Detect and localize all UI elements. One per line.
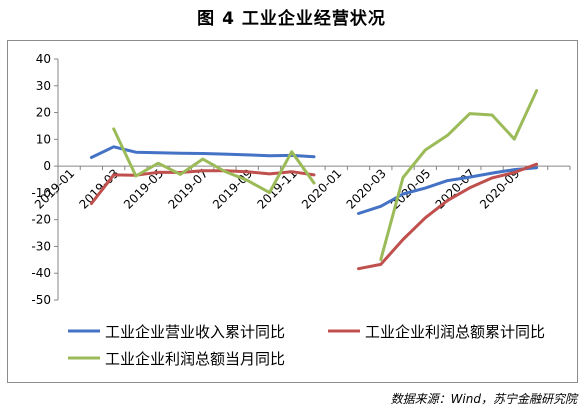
y-tick-label: -20 xyxy=(31,213,51,227)
series-line-3 xyxy=(112,127,316,195)
series-layer xyxy=(89,89,539,271)
y-tick-label: 20 xyxy=(36,106,51,120)
y-tick-label: 40 xyxy=(36,52,51,66)
y-tick-label: 0 xyxy=(43,159,51,173)
y-tick-label: 30 xyxy=(36,79,51,93)
legend-label-1: 工业企业营业收入累计同比 xyxy=(105,323,285,341)
y-tick-label: -30 xyxy=(31,239,51,253)
series-line-1 xyxy=(89,145,316,159)
data-source-note: 数据来源：Wind，苏宁金融研究院 xyxy=(390,392,577,406)
y-tick-label: -50 xyxy=(31,293,51,307)
series-line-3 xyxy=(379,89,539,262)
series-line-2 xyxy=(357,162,539,271)
x-tick-label: 2019-03 xyxy=(76,166,121,211)
series-line-2 xyxy=(89,169,316,206)
legend-label-2: 工业企业利润总额累计同比 xyxy=(365,323,545,341)
chart-frame: 40 30 20 10 0 -10 -20 -30 -40 -50 2019-01 2019-03 20… xyxy=(7,40,578,383)
y-tick-label: 10 xyxy=(36,132,51,146)
figure-title: 图 4 工业企业经营状况 xyxy=(197,9,386,29)
legend-label-3: 工业企业利润总额当月同比 xyxy=(105,350,285,368)
series-line-1 xyxy=(357,166,539,215)
y-tick-label: -40 xyxy=(31,266,51,280)
y-tick-label: -10 xyxy=(31,186,51,200)
x-tick-label: 2020-07 xyxy=(433,166,478,211)
